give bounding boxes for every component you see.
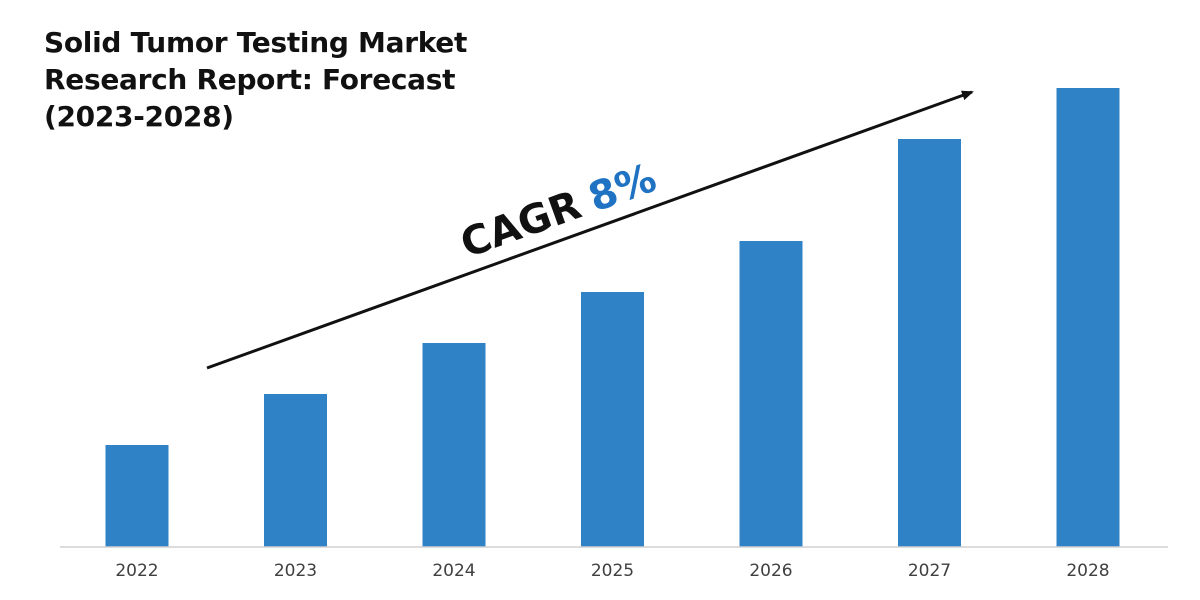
bar-2022 bbox=[105, 445, 169, 547]
trend-arrow bbox=[206, 90, 974, 370]
bar-2026 bbox=[739, 241, 803, 547]
bar-2023 bbox=[264, 394, 327, 547]
x-tick-label-2028: 2028 bbox=[1066, 561, 1109, 581]
x-axis-tick-labels: 2022 2023 2024 2025 2026 2027 2028 bbox=[115, 561, 1109, 581]
chart-title-line-1: Solid Tumor Testing Market bbox=[44, 26, 468, 59]
chart-title-line-3: (2023-2028) bbox=[44, 100, 234, 133]
x-tick-label-2027: 2027 bbox=[908, 561, 951, 581]
chart-title-line-2: Research Report: Forecast bbox=[44, 63, 456, 96]
chart-title: Solid Tumor Testing Market Research Repo… bbox=[44, 24, 467, 135]
bars bbox=[105, 88, 1120, 547]
x-tick-label-2023: 2023 bbox=[274, 561, 317, 581]
bar-2028 bbox=[1056, 88, 1120, 547]
cagr-annotation: CAGR8% bbox=[455, 155, 662, 267]
x-tick-label-2024: 2024 bbox=[432, 561, 475, 581]
cagr-value: 8% bbox=[583, 155, 662, 221]
x-tick-label-2022: 2022 bbox=[115, 561, 158, 581]
bar-2024 bbox=[422, 343, 486, 547]
bar-2027 bbox=[898, 139, 961, 547]
bar-2025 bbox=[581, 292, 644, 547]
x-tick-label-2025: 2025 bbox=[591, 561, 634, 581]
x-tick-label-2026: 2026 bbox=[749, 561, 792, 581]
